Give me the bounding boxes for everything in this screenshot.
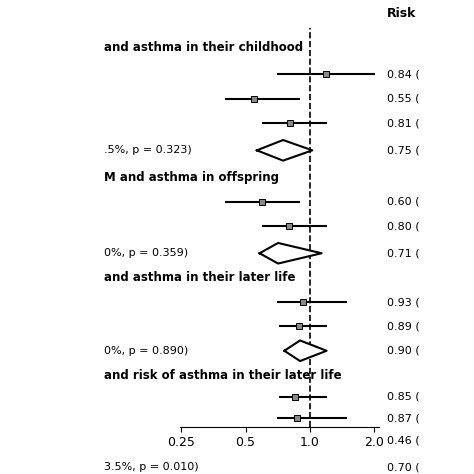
Text: 3.5%, p = 0.010): 3.5%, p = 0.010) <box>104 462 199 472</box>
Text: 0.81 (: 0.81 ( <box>387 118 420 128</box>
Polygon shape <box>260 243 321 264</box>
Text: and risk of asthma in their later life: and risk of asthma in their later life <box>104 369 342 382</box>
Text: M and asthma in offspring: M and asthma in offspring <box>104 171 280 184</box>
Text: 0.71 (: 0.71 ( <box>387 248 420 258</box>
Text: and asthma in their later life: and asthma in their later life <box>104 271 296 284</box>
Text: 0.89 (: 0.89 ( <box>387 321 420 331</box>
Polygon shape <box>247 457 327 474</box>
Text: 0.80 (: 0.80 ( <box>387 221 420 231</box>
Text: 0%, p = 0.359): 0%, p = 0.359) <box>104 248 189 258</box>
Polygon shape <box>257 140 312 161</box>
Text: Risk: Risk <box>387 8 417 20</box>
Text: 0.84 (: 0.84 ( <box>387 70 420 80</box>
Text: and asthma in their childhood: and asthma in their childhood <box>104 41 303 54</box>
Text: 0.90 (: 0.90 ( <box>387 346 420 356</box>
Text: 0.87 (: 0.87 ( <box>387 413 420 423</box>
Text: .5%, p = 0.323): .5%, p = 0.323) <box>104 146 192 155</box>
Text: 0.70 (: 0.70 ( <box>387 462 420 472</box>
Text: 0.93 (: 0.93 ( <box>387 297 420 307</box>
Text: 0.75 (: 0.75 ( <box>387 146 420 155</box>
Text: 0%, p = 0.890): 0%, p = 0.890) <box>104 346 189 356</box>
Polygon shape <box>284 340 327 361</box>
Text: 0.46 (: 0.46 ( <box>387 435 420 445</box>
Text: 0.85 (: 0.85 ( <box>387 392 420 402</box>
Text: 0.55 (: 0.55 ( <box>387 94 419 104</box>
Text: 0.60 (: 0.60 ( <box>387 197 419 207</box>
